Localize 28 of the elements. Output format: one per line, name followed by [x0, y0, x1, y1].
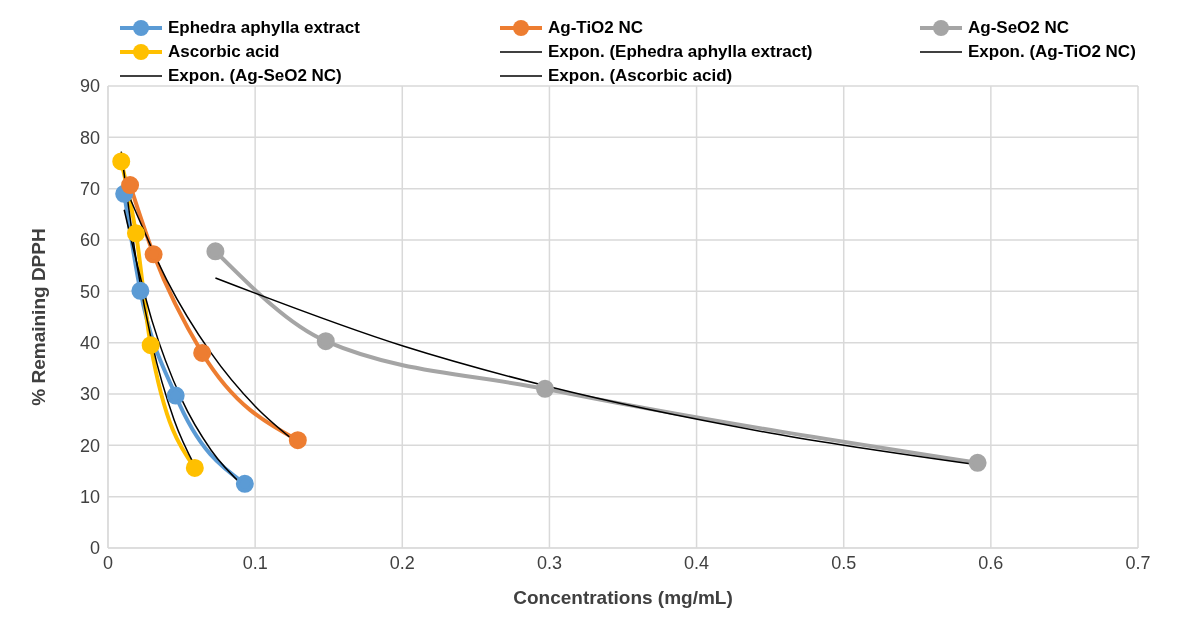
y-tick-label: 40: [79, 333, 100, 354]
y-tick-label: 50: [79, 281, 100, 302]
x-tick-label: 0.4: [684, 552, 710, 573]
x-tick-label: 0.3: [536, 552, 562, 573]
legend-label: Expon. (Ephedra aphylla extract): [548, 42, 813, 62]
legend-label: Expon. (Ascorbic acid): [548, 66, 733, 86]
legend-label: Ag-SeO2 NC: [968, 18, 1070, 38]
x-tick-label: 0: [102, 552, 114, 573]
x-axis-title: Concentrations (mg/mL): [513, 587, 733, 608]
y-tick-label: 60: [79, 230, 100, 251]
legend-label: Expon. (Ag-TiO2 NC): [968, 42, 1136, 62]
x-tick-label: 0.7: [1125, 552, 1151, 573]
y-axis-title: % Remaining DPPH: [27, 228, 49, 406]
x-tick-label: 0.2: [389, 552, 415, 573]
legend-label: Ascorbic acid: [168, 42, 280, 62]
y-tick-label: 90: [79, 76, 100, 97]
y-tick-label: 0: [89, 538, 100, 559]
legend-label: Expon. (Ag-SeO2 NC): [168, 66, 342, 86]
legend-label: Ag-TiO2 NC: [548, 18, 644, 38]
legend-label: Ephedra aphylla extract: [168, 18, 360, 38]
x-tick-label: 0.1: [242, 552, 268, 573]
x-tick-label: 0.5: [831, 552, 857, 573]
y-tick-label: 20: [79, 435, 100, 456]
y-tick-label: 70: [79, 179, 100, 200]
y-tick-label: 30: [79, 384, 100, 405]
x-tick-label: 0.6: [978, 552, 1004, 573]
y-tick-label: 80: [79, 127, 100, 148]
y-tick-label: 10: [79, 487, 100, 508]
